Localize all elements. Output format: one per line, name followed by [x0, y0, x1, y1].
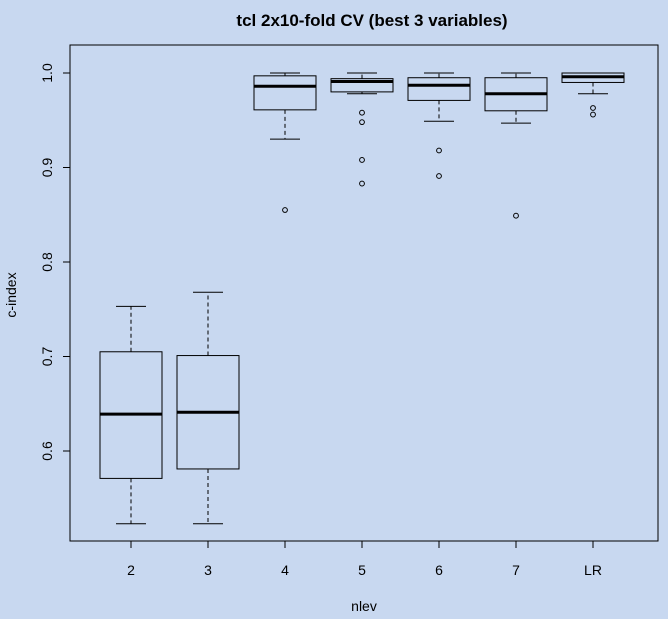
outlier-point	[590, 105, 596, 111]
box-3	[176, 291, 240, 525]
box-LR	[561, 72, 625, 118]
x-tick-label: 2	[127, 562, 135, 578]
y-tick-label: 1.0	[39, 63, 55, 83]
box-6	[407, 72, 471, 179]
x-tick-label: 6	[435, 562, 443, 578]
boxes-layer	[99, 72, 625, 525]
outlier-point	[359, 119, 365, 126]
x-tick-label: 5	[358, 562, 366, 578]
outlier-point	[282, 207, 288, 213]
outlier-point	[513, 212, 519, 219]
outlier-point	[590, 111, 596, 118]
outlier-point	[359, 157, 365, 163]
x-tick-label: 7	[512, 562, 520, 578]
y-tick-label: 0.8	[39, 252, 55, 272]
x-axis: 2 3 4 5 6 7 LR	[127, 540, 602, 578]
box-5	[330, 72, 394, 187]
y-tick-label: 0.9	[39, 158, 55, 178]
outlier-point	[359, 180, 365, 187]
x-tick-label: 4	[281, 562, 289, 578]
x-axis-label: nlev	[351, 598, 377, 614]
box-7	[484, 72, 548, 219]
outlier-point	[436, 147, 442, 154]
box-body	[253, 75, 317, 111]
outlier-point	[436, 173, 442, 179]
y-tick-label: 0.6	[39, 441, 55, 461]
x-tick-label: 3	[204, 562, 212, 578]
y-tick-label: 0.7	[39, 347, 55, 367]
box-body	[407, 77, 471, 101]
outlier-point	[359, 109, 365, 116]
chart-title: tcl 2x10-fold CV (best 3 variables)	[236, 11, 507, 30]
box-2	[99, 305, 163, 525]
box-4	[253, 72, 317, 213]
y-axis-label: c-index	[3, 272, 19, 317]
x-tick-label: LR	[584, 562, 602, 578]
y-axis: 0.6 0.7 0.8 0.9 1.0	[39, 63, 71, 461]
